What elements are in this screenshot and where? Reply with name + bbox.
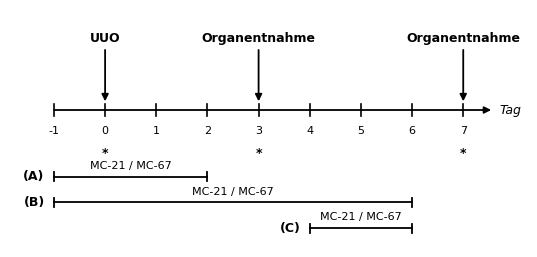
Text: 2: 2: [204, 126, 211, 136]
Text: MC-21 / MC-67: MC-21 / MC-67: [320, 213, 402, 222]
Text: *: *: [102, 147, 108, 160]
Text: (C): (C): [280, 222, 301, 235]
Text: MC-21 / MC-67: MC-21 / MC-67: [192, 187, 274, 197]
Text: *: *: [255, 147, 262, 160]
Text: 3: 3: [255, 126, 262, 136]
Text: Organentnahme: Organentnahme: [406, 32, 520, 45]
Text: *: *: [460, 147, 467, 160]
Text: 6: 6: [409, 126, 416, 136]
Text: (A): (A): [23, 170, 45, 183]
Text: 1: 1: [153, 126, 160, 136]
Text: MC-21 / MC-67: MC-21 / MC-67: [90, 161, 171, 171]
Text: 4: 4: [306, 126, 313, 136]
Text: (B): (B): [24, 196, 45, 209]
Text: 5: 5: [358, 126, 365, 136]
Text: Organentnahme: Organentnahme: [201, 32, 316, 45]
Text: 7: 7: [460, 126, 467, 136]
Text: 0: 0: [101, 126, 108, 136]
Text: Tag: Tag: [499, 104, 521, 116]
Text: UUO: UUO: [90, 32, 120, 45]
Text: -1: -1: [48, 126, 60, 136]
